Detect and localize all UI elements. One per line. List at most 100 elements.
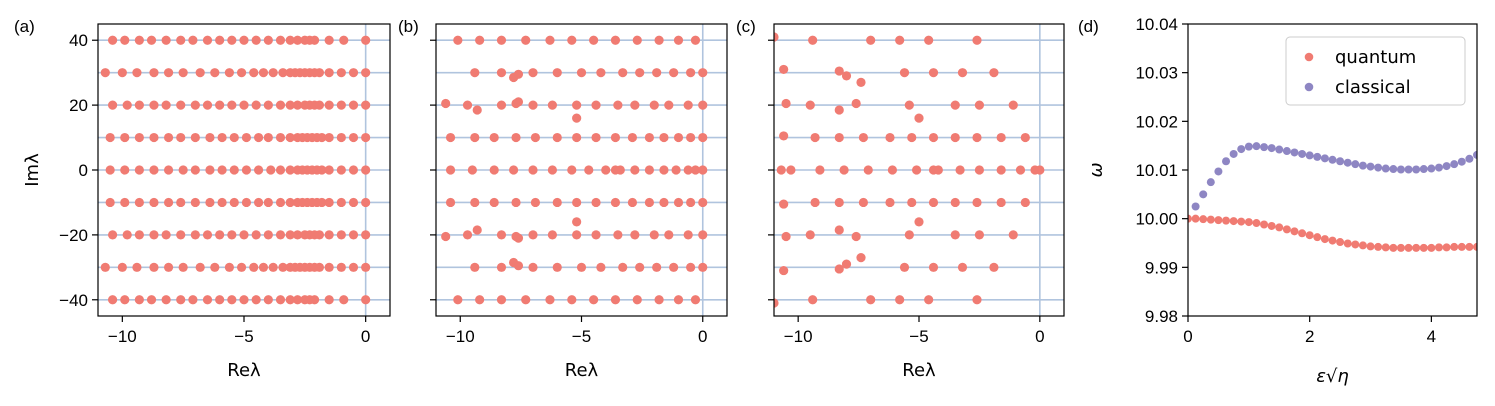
data-point [149,165,159,175]
data-point [217,165,227,175]
data-point [336,100,346,110]
data-point [839,165,849,175]
data-point [489,132,499,143]
data-point [895,35,905,45]
data-point [950,197,960,208]
panel-label-a: (a) [14,17,35,36]
data-point [445,165,456,175]
data-point [227,100,237,110]
data-point [122,100,132,110]
data-point-classical [1237,145,1246,154]
data-point [924,35,934,45]
data-point [190,230,200,240]
data-point [907,197,917,208]
data-point [545,35,555,45]
data-point-quantum [1404,243,1413,252]
data-point-quantum [1343,239,1352,248]
data-point [659,165,669,175]
data-point [339,295,349,305]
data-point [489,165,499,175]
data-point [649,230,659,240]
data-point-quantum [1328,236,1337,245]
data-point-quantum [1252,219,1261,228]
data-point [928,132,939,143]
data-point [974,230,985,240]
data-point [690,165,701,175]
data-point [348,262,359,272]
data-point [453,295,463,305]
data-point [974,165,985,175]
data-point-classical [1351,160,1360,169]
data-point [858,132,869,143]
data-point [215,35,225,45]
data-point [324,35,334,45]
data-point [317,197,327,208]
data-point [227,35,237,45]
data-point-classical [1450,160,1459,169]
data-point [774,32,779,42]
data-point [513,69,524,79]
data-point-quantum [1427,243,1436,252]
data-point [615,165,625,175]
data-point [584,165,594,175]
y-tick-label: 20 [69,96,88,115]
data-point-quantum [1313,233,1322,242]
data-point [105,132,115,143]
data-point [950,132,960,143]
data-point [176,295,186,305]
data-point-quantum [1237,217,1246,226]
data-point [217,132,227,143]
data-point [511,132,521,143]
data-point-quantum [1396,243,1405,252]
data-point [205,165,215,175]
data-point [149,230,159,240]
data-point [161,295,171,305]
data-point [339,35,349,45]
data-point [336,197,346,208]
data-point-quantum [1366,242,1375,251]
data-point-classical [1389,165,1398,174]
data-point [324,262,334,272]
data-point [176,100,186,110]
data-point [108,35,118,45]
panel-label-c: (c) [736,17,756,36]
data-point [834,264,844,274]
data-point [545,295,555,305]
data-point [899,262,910,272]
legend-marker-quantum [1304,52,1314,62]
data-point [613,100,623,110]
data-point [215,230,225,240]
data-point [224,68,234,78]
data-point [686,132,696,143]
data-point [610,35,621,45]
data-point [698,68,708,78]
data-point [610,132,621,143]
data-point [591,230,601,240]
data-point [596,262,606,272]
data-point [496,262,507,272]
data-point [1020,132,1030,143]
data-point-classical [1457,157,1466,166]
data-point [275,35,286,45]
data-point [134,230,144,240]
data-point-classical [1260,143,1269,152]
data-point-quantum [1358,241,1367,250]
data-point [659,197,669,208]
data-point-quantum [1191,214,1200,223]
data-point-quantum [1473,242,1477,251]
data-point [117,68,127,78]
data-point [690,295,701,305]
data-point [521,295,531,305]
data-point-quantum [1457,242,1466,251]
data-point [841,71,852,81]
data-point [195,262,205,272]
data-point [161,230,171,240]
data-point [336,68,346,78]
data-point [275,295,286,305]
data-point [361,35,371,45]
data-point [324,165,334,175]
data-point [336,230,346,240]
data-point [314,68,325,78]
data-point-quantum [1450,242,1459,251]
data-point-quantum [1351,240,1360,249]
